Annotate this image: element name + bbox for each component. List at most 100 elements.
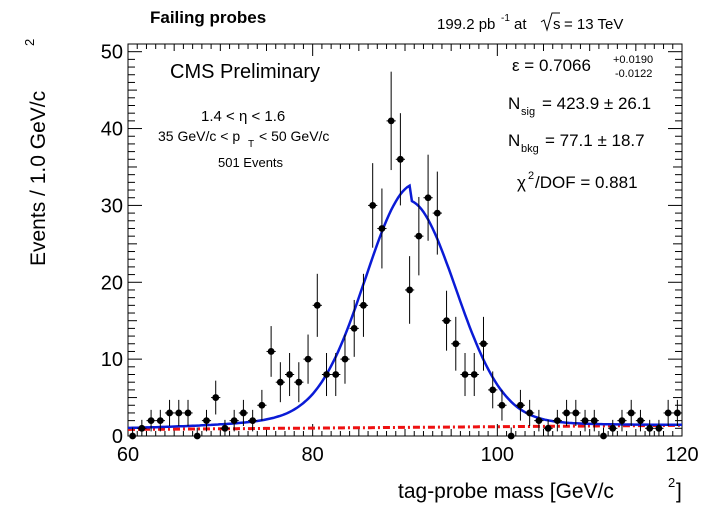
data-point: [672, 399, 682, 427]
data-marker: [590, 417, 598, 425]
data-marker: [212, 394, 220, 401]
sqrt-s-value: = 13 TeV: [564, 16, 623, 33]
data-point: [515, 389, 526, 421]
data-marker: [313, 301, 321, 309]
nbkg-symbol: N: [508, 131, 520, 150]
data-marker: [332, 371, 340, 378]
annotation-eta: 1.4 < η < 1.6: [201, 108, 285, 125]
data-point: [506, 427, 516, 440]
data-marker: [517, 401, 524, 409]
y-axis-label-sup: 2: [22, 39, 37, 46]
data-point: [192, 427, 202, 440]
data-marker: [249, 417, 257, 425]
data-point: [580, 409, 590, 432]
data-marker: [433, 209, 441, 217]
data-marker: [424, 194, 432, 202]
data-point: [423, 154, 433, 241]
y-tick-label: 0: [112, 426, 123, 448]
data-marker: [295, 378, 303, 386]
data-marker: [581, 417, 589, 425]
data-marker: [627, 409, 635, 417]
data-point: [451, 316, 461, 371]
nbkg-value: = 77.1 ± 18.7: [545, 131, 645, 150]
nbkg-subscript: bkg: [521, 143, 539, 155]
data-point: [441, 290, 452, 351]
data-marker: [203, 417, 210, 425]
data-point: [460, 352, 470, 397]
data-marker: [535, 417, 543, 425]
data-point: [617, 409, 627, 432]
x-tick-label: 120: [665, 444, 698, 466]
data-marker: [655, 424, 663, 432]
data-point: [211, 380, 221, 415]
data-marker: [461, 371, 469, 378]
data-point: [654, 419, 664, 436]
data-point: [432, 171, 442, 255]
data-marker: [664, 409, 672, 417]
data-point: [598, 427, 609, 440]
data-marker: [609, 424, 617, 432]
axes: 60 80 100 120 0 10 20 30 40 50: [101, 42, 699, 466]
lumi-label: 199.2 pb -1 at s = 13 TeV: [437, 12, 623, 33]
data-point: [663, 399, 673, 427]
data-marker: [646, 424, 654, 432]
y-tick-label: 30: [101, 195, 123, 217]
data-point: [608, 419, 618, 436]
efficiency-value: ε = 0.7066: [512, 56, 591, 75]
data-point: [229, 409, 239, 432]
y-tick-label: 50: [101, 42, 123, 64]
data-point: [174, 399, 184, 427]
data-marker: [396, 155, 404, 163]
data-marker: [387, 117, 395, 125]
data-marker: [498, 401, 506, 409]
x-tick-label: 80: [302, 444, 324, 466]
data-marker: [553, 417, 561, 425]
data-point: [561, 399, 572, 427]
annotation-nsig: N sig = 423.9 ± 26.1: [508, 94, 651, 118]
data-point: [266, 326, 276, 377]
data-point: [284, 352, 295, 397]
data-point: [312, 273, 322, 337]
x-tick-label: 60: [117, 444, 139, 466]
data-point: [645, 419, 655, 436]
annotation-nbkg: N bkg = 77.1 ± 18.7: [508, 131, 645, 155]
fit-background-curve: [127, 423, 682, 431]
data-point: [238, 399, 249, 427]
data-point: [164, 399, 175, 427]
data-marker: [323, 371, 330, 378]
data-marker: [489, 386, 497, 394]
fit-curves: [127, 183, 682, 431]
data-marker: [600, 432, 607, 440]
x-axis-label: tag-probe mass [GeV/c 2 ]: [398, 475, 682, 503]
data-point: [525, 399, 535, 427]
data-point: [488, 371, 498, 409]
lumi-exponent: -1: [501, 13, 510, 24]
data-marker: [637, 417, 644, 425]
y-tick-label: 10: [101, 349, 123, 371]
data-point: [552, 409, 562, 432]
data-marker: [276, 378, 284, 386]
data-point: [497, 389, 507, 421]
chart-title: Failing probes: [150, 8, 266, 27]
annotation-cms: CMS Preliminary: [170, 61, 320, 83]
data-point: [294, 362, 304, 403]
annotation-efficiency: ε = 0.7066 +0.0190 -0.0122: [512, 54, 653, 80]
data-point: [146, 409, 156, 432]
data-point: [589, 409, 599, 432]
data-marker: [406, 286, 414, 294]
nsig-subscript: sig: [521, 106, 535, 118]
data-marker: [452, 340, 460, 348]
sqrt-symbol: [540, 12, 560, 32]
data-marker: [673, 409, 681, 417]
data-marker: [286, 371, 293, 378]
data-point: [183, 399, 193, 427]
data-marker: [618, 417, 626, 425]
data-point: [257, 389, 267, 421]
data-point: [201, 409, 212, 432]
data-point: [340, 334, 350, 384]
data-point: [414, 196, 424, 276]
data-marker: [470, 371, 478, 378]
fit-total-curve: [128, 183, 682, 430]
data-marker: [221, 424, 229, 432]
